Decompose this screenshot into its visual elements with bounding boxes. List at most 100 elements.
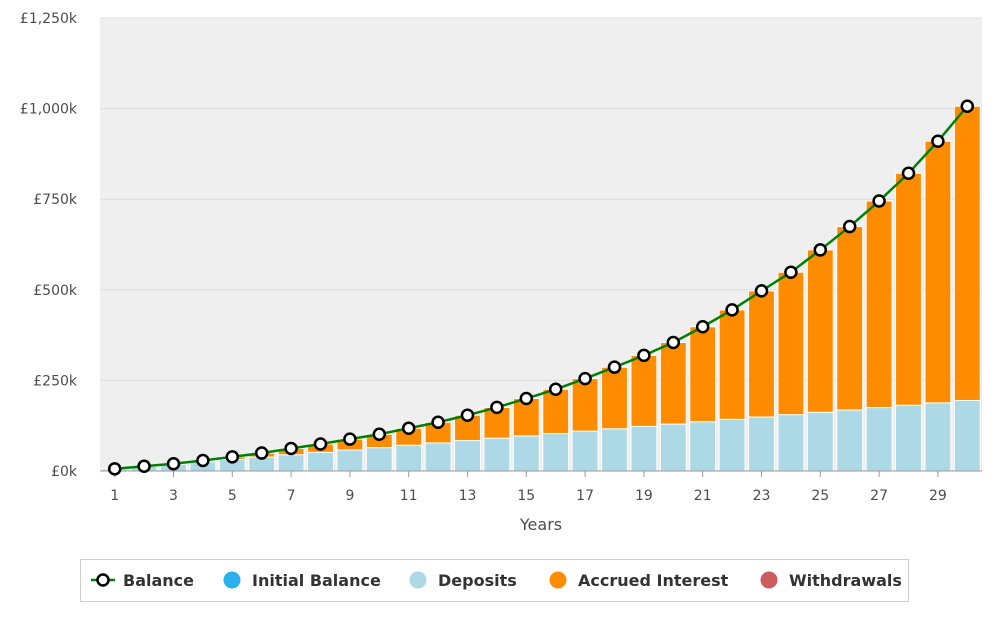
bar-accrued-interest[interactable] (542, 388, 570, 434)
legend-item-balance[interactable]: Balance (91, 571, 194, 590)
y-tick-label: £750k (33, 192, 78, 208)
bar-deposits[interactable] (542, 432, 570, 472)
legend-item-accrued-interest[interactable]: Accrued Interest (549, 571, 729, 590)
balance-point[interactable] (490, 400, 504, 415)
bar-accrued-interest[interactable] (953, 105, 981, 402)
bar-accrued-interest[interactable] (718, 309, 746, 420)
bar-deposits[interactable] (336, 449, 364, 472)
bar-accrued-interest[interactable] (806, 249, 834, 413)
legend-item-deposits[interactable]: Deposits (409, 571, 517, 590)
bar-accrued-interest[interactable] (748, 290, 775, 418)
bar-deposits[interactable] (424, 442, 452, 472)
bar-deposits[interactable] (689, 421, 717, 472)
balance-point[interactable] (960, 99, 975, 113)
balance-point[interactable] (137, 459, 151, 474)
bar-deposits[interactable] (307, 451, 334, 472)
balance-point[interactable] (431, 415, 445, 430)
legend-label: Withdrawals (789, 571, 902, 590)
bar-deposits[interactable] (748, 416, 775, 472)
balance-point[interactable] (519, 391, 534, 406)
bar-accrued-interest[interactable] (865, 200, 893, 409)
x-tick-label: 11 (400, 488, 418, 504)
bar-deposits[interactable] (806, 411, 834, 472)
bar-accrued-interest[interactable] (836, 226, 864, 411)
bar-deposits[interactable] (277, 454, 305, 472)
balance-point[interactable] (931, 134, 945, 148)
balance-point[interactable] (784, 265, 798, 279)
legend-label: Deposits (438, 571, 517, 590)
y-tick-label: £250k (33, 373, 78, 389)
balance-point[interactable] (225, 450, 240, 464)
balance-point[interactable] (313, 437, 328, 451)
bar-deposits[interactable] (924, 402, 952, 472)
y-tick-label: £1,000k (20, 102, 78, 118)
balance-point[interactable] (666, 335, 681, 350)
balance-point[interactable] (813, 243, 828, 257)
balance-point[interactable] (107, 462, 122, 476)
bar-deposits[interactable] (454, 440, 481, 472)
x-tick-label: 7 (287, 488, 296, 504)
balance-point[interactable] (460, 408, 475, 422)
balance-point[interactable] (578, 371, 592, 386)
bar-deposits[interactable] (630, 425, 658, 472)
bar-deposits[interactable] (512, 435, 540, 472)
bar-deposits[interactable] (659, 423, 687, 472)
bar-deposits[interactable] (836, 409, 864, 472)
y-tick-label: £500k (33, 283, 78, 299)
x-tick-label: 21 (694, 488, 712, 504)
balance-point[interactable] (372, 427, 387, 441)
balance-point[interactable] (872, 194, 886, 208)
balance-point[interactable] (343, 432, 357, 446)
balance-point[interactable] (842, 219, 857, 234)
bar-deposits[interactable] (571, 430, 599, 472)
balance-point[interactable] (637, 348, 651, 363)
bar-accrued-interest[interactable] (571, 378, 599, 432)
bar-deposits[interactable] (365, 447, 393, 472)
legend-marker-icon (96, 573, 110, 587)
bar-deposits[interactable] (895, 404, 922, 472)
bar-deposits[interactable] (395, 444, 423, 472)
legend-dot-icon (760, 571, 778, 589)
bar-accrued-interest[interactable] (659, 342, 687, 425)
x-tick-label: 25 (811, 488, 829, 504)
bar-accrued-interest[interactable] (895, 172, 922, 406)
balance-point[interactable] (548, 382, 563, 397)
y-tick-label: £0k (51, 464, 78, 480)
balance-point[interactable] (901, 166, 916, 181)
balance-point[interactable] (166, 457, 181, 471)
balance-point[interactable] (725, 303, 739, 317)
bar-accrued-interest[interactable] (689, 326, 717, 423)
x-tick-label: 15 (517, 488, 535, 504)
x-tick-label: 27 (870, 488, 888, 504)
x-tick-label: 29 (929, 488, 947, 504)
bar-accrued-interest[interactable] (924, 140, 952, 404)
x-axis-title: Years (519, 515, 562, 534)
plot-area (100, 18, 982, 471)
balance-point[interactable] (607, 360, 622, 374)
legend-item-withdrawals[interactable]: Withdrawals (760, 571, 902, 590)
balance-point[interactable] (754, 284, 769, 298)
balance-point[interactable] (196, 453, 210, 468)
bar-deposits[interactable] (777, 414, 805, 472)
legend-label: Balance (123, 571, 194, 590)
legend-item-initial-balance[interactable]: Initial Balance (223, 571, 381, 590)
balance-point[interactable] (284, 441, 298, 456)
balance-point[interactable] (254, 446, 269, 460)
bar-deposits[interactable] (953, 400, 981, 472)
bar-accrued-interest[interactable] (601, 366, 628, 430)
bar-deposits[interactable] (865, 407, 893, 472)
bar-deposits[interactable] (601, 428, 628, 472)
bar-accrued-interest[interactable] (777, 271, 805, 416)
x-tick-label: 3 (169, 488, 178, 504)
x-tick-label: 13 (459, 488, 477, 504)
x-tick-label: 1 (110, 488, 119, 504)
bar-accrued-interest[interactable] (630, 354, 658, 427)
bar-deposits[interactable] (483, 437, 511, 472)
balance-point[interactable] (401, 421, 416, 435)
balance-point[interactable] (695, 320, 710, 334)
bar-deposits[interactable] (718, 418, 746, 472)
x-tick-label: 19 (635, 488, 653, 504)
y-tick-label: £1,250k (20, 11, 78, 27)
